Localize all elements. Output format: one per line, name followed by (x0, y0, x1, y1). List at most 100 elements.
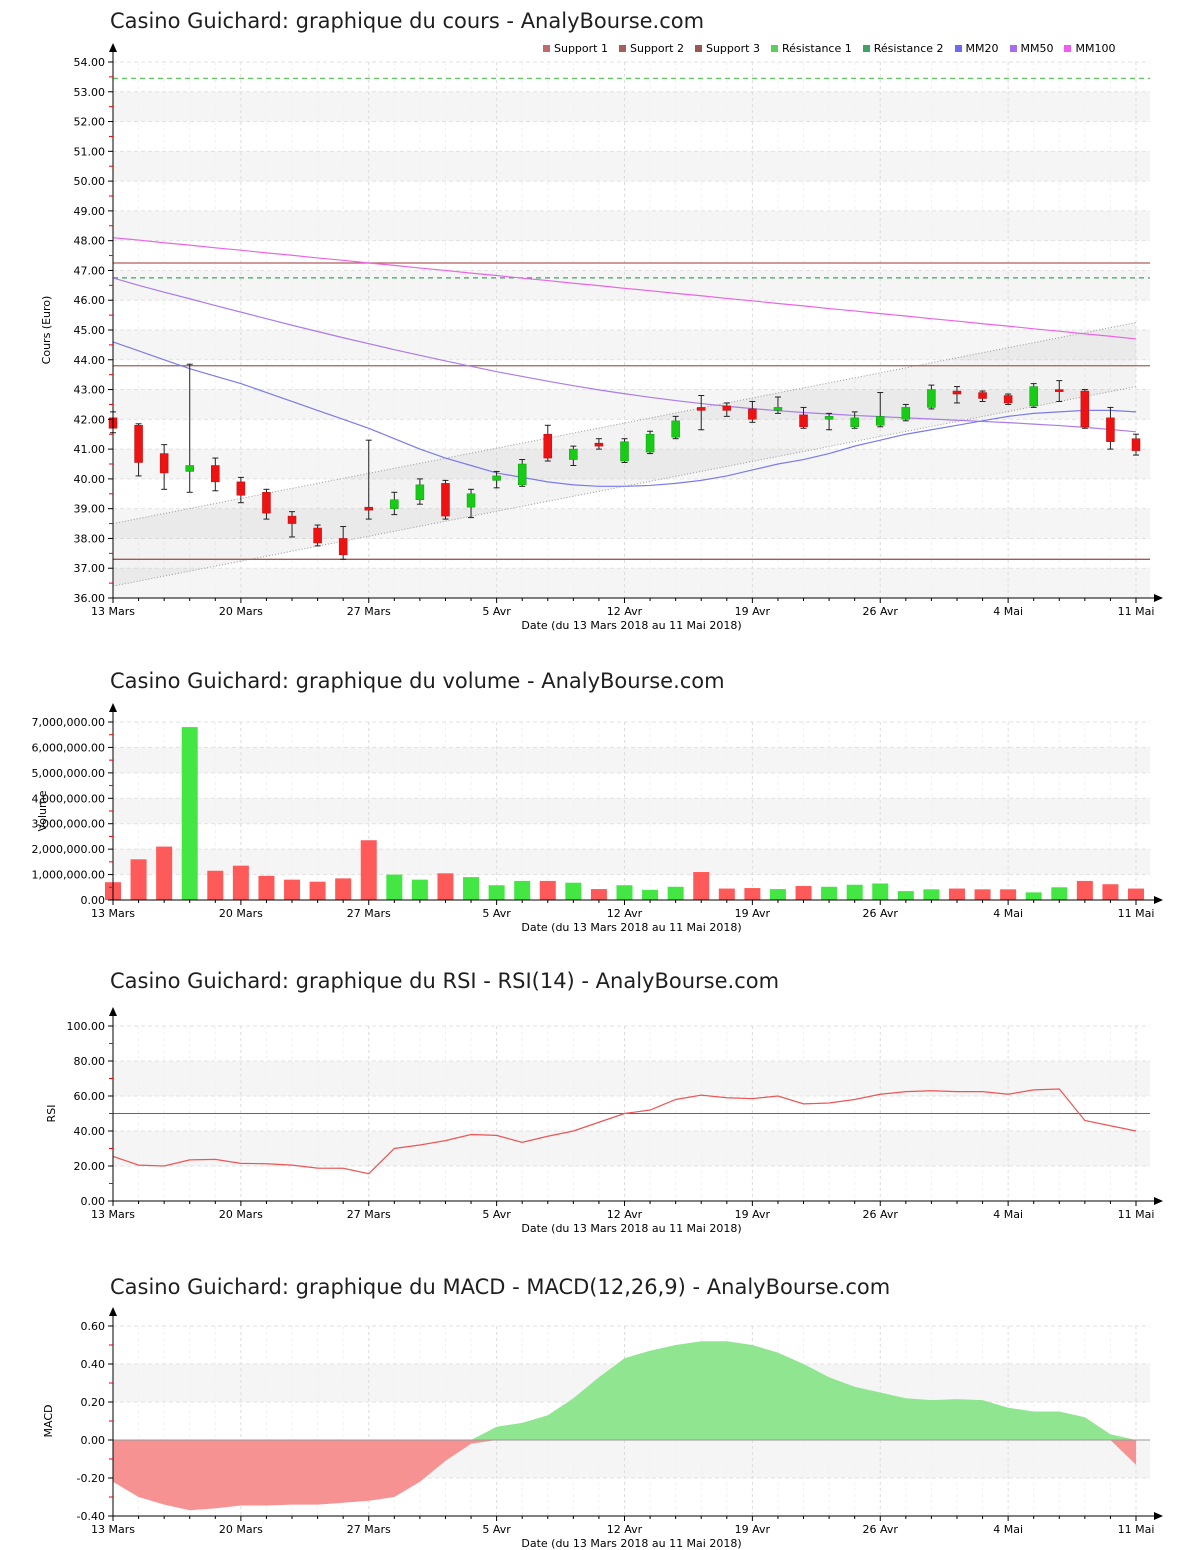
candle-body (1029, 386, 1038, 407)
y-tick-label: 7,000,000.00 (32, 716, 105, 729)
candle-body (262, 492, 271, 514)
candle-body (1131, 438, 1141, 451)
candle-body (594, 442, 604, 447)
volume-bar (769, 889, 786, 900)
volume-chart: 0.00 1,000,000.00 2,000,000.00 3,000,000.00… (32, 703, 1163, 934)
candle-body (824, 416, 834, 420)
volume-bar (360, 840, 377, 900)
y-tick-label: 49.00 (74, 205, 106, 218)
candle-body (722, 405, 732, 411)
x-tick-label: 19 Avr (735, 605, 771, 618)
macd-chart: -0.40 -0.20 0.00 0.20 0.40 0.60 13 Mars 20 Mars… (42, 1307, 1163, 1550)
candle-body (978, 392, 987, 399)
y-tick-label: 1,000,000.00 (32, 869, 105, 882)
x-tick-label: 20 Mars (219, 907, 263, 920)
y-tick-label: 41.00 (74, 443, 106, 456)
volume-bar (872, 883, 889, 900)
volume-bar (539, 880, 556, 900)
candle-body (492, 475, 501, 481)
x-tick-label: 27 Mars (347, 1523, 391, 1536)
candle-body (1003, 395, 1013, 404)
x-tick-label: 26 Avr (863, 605, 899, 618)
x-tick-label: 5 Avr (482, 1208, 511, 1221)
y-tick-label: 46.00 (74, 294, 106, 307)
y-tick-label: -0.20 (77, 1472, 105, 1485)
legend-swatch-icon (618, 45, 626, 52)
candle-body (441, 483, 450, 517)
mm20-line (112, 341, 1137, 487)
plot-stripe (113, 798, 1150, 824)
macd-area-negative (113, 1440, 1136, 1511)
x-tick-label: 20 Mars (219, 605, 263, 618)
y-axis-title: Cours (Euro) (40, 296, 53, 365)
legend-label: Résistance 1 (781, 42, 852, 55)
volume-bar (386, 874, 403, 900)
candle-body (773, 407, 783, 411)
x-tick-label: 20 Mars (219, 1208, 263, 1221)
candle-body (134, 425, 143, 463)
x-tick-label: 11 Mai (1118, 605, 1155, 618)
volume-bar (258, 875, 275, 900)
candle-body (671, 420, 680, 438)
x-axis-arrow-icon (1154, 594, 1163, 602)
y-tick-label: 52.00 (74, 116, 106, 129)
x-tick-label: 20 Mars (219, 1523, 263, 1536)
x-tick-label: 26 Avr (863, 1523, 899, 1536)
plot-stripe (113, 568, 1150, 598)
volume-bar (693, 872, 710, 900)
x-axis-title: Date (du 13 Mars 2018 au 11 Mai 2018) (521, 921, 741, 934)
y-tick-label: 36.00 (74, 592, 106, 605)
x-tick-label: 13 Mars (91, 1208, 135, 1221)
candle-body (927, 389, 936, 408)
mm50-line (112, 277, 1137, 433)
y-tick-label: 20.00 (74, 1160, 106, 1173)
volume-bar (565, 882, 582, 900)
y-tick-label: 40.00 (74, 1125, 106, 1138)
candle-body (287, 515, 297, 524)
volume-bar (1051, 887, 1068, 900)
candle-body (1106, 417, 1115, 442)
y-axis-arrow-icon (109, 1007, 117, 1016)
legend-item: MM50 (1009, 42, 1054, 55)
legend-swatch-icon (770, 45, 778, 52)
x-tick-label: 11 Mai (1118, 907, 1155, 920)
x-tick-label: 27 Mars (347, 605, 391, 618)
volume-bar (821, 886, 838, 900)
legend-item: MM20 (954, 42, 999, 55)
legend-swatch-icon (954, 45, 962, 52)
legend-item: Support 3 (694, 42, 760, 55)
candle-body (645, 433, 655, 453)
x-tick-label: 13 Mars (91, 1523, 135, 1536)
plot-stripe (113, 849, 1150, 875)
y-tick-label: 44.00 (74, 354, 106, 367)
macd-chart-title: Casino Guichard: graphique du MACD - MAC… (110, 1275, 891, 1299)
volume-bar (463, 877, 480, 900)
volume-bar (897, 891, 914, 900)
candle-body (901, 407, 911, 420)
volume-bar (1076, 880, 1093, 900)
candle-body (850, 417, 859, 428)
plot-stripe (113, 1061, 1150, 1096)
x-tick-label: 12 Avr (607, 605, 643, 618)
legend-item: Résistance 1 (770, 42, 852, 55)
legend-label: MM50 (1020, 42, 1054, 55)
y-axis-title: Volume (36, 790, 49, 831)
candle-body (313, 527, 322, 544)
volume-chart-title: Casino Guichard: graphique du volume - A… (110, 669, 725, 693)
legend-swatch-icon (543, 45, 550, 52)
price-chart-title: Casino Guichard: graphique du cours - An… (110, 9, 705, 33)
x-tick-label: 5 Avr (482, 1523, 511, 1536)
volume-bar (156, 846, 173, 900)
y-axis-arrow-icon (109, 703, 117, 712)
volume-bar (590, 889, 607, 900)
y-tick-label: 2,000,000.00 (32, 843, 105, 856)
volume-bar (1000, 889, 1017, 900)
volume-bar (642, 889, 659, 900)
volume-bar (718, 888, 735, 900)
x-tick-label: 4 Mai (993, 1208, 1023, 1221)
x-tick-label: 5 Avr (482, 605, 511, 618)
plot-stripe (113, 270, 1150, 301)
volume-bar (284, 879, 301, 900)
